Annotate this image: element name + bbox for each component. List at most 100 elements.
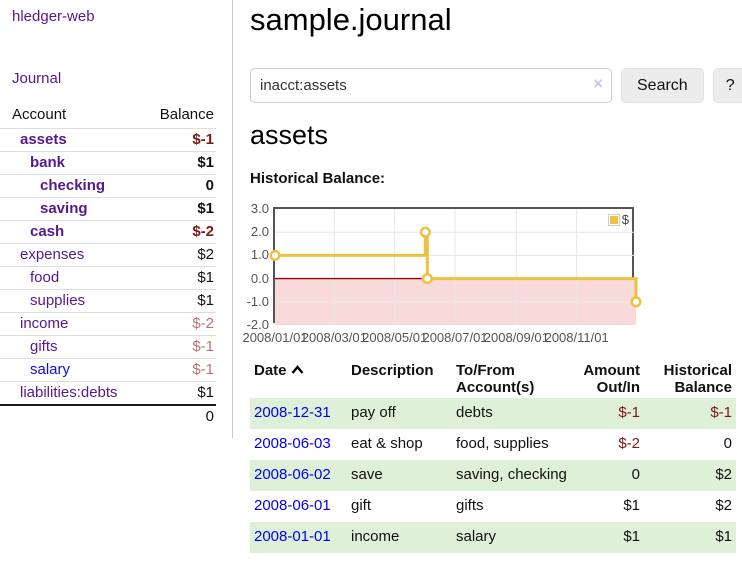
account-row: liabilities:debts $1 (0, 381, 216, 406)
x-tick-label: 2008/05/01 (362, 330, 428, 345)
transaction-description: gift (351, 497, 372, 514)
register-header-tofrom: To/From Account(s) (456, 362, 535, 396)
account-row: cash $-2 (0, 220, 216, 244)
y-tick-label: -2.0 (246, 317, 269, 332)
transaction-accounts: debts (452, 398, 576, 429)
chart-legend: $ (607, 212, 629, 227)
transaction-balance: $1 (644, 522, 736, 553)
transaction-accounts: saving, checking (452, 460, 576, 491)
account-link[interactable]: bank (30, 154, 66, 171)
account-row: bank $1 (0, 151, 216, 175)
y-tick-label: 3.0 (250, 201, 269, 216)
account-balance: $-1 (192, 131, 214, 148)
y-tick-label: -1.0 (246, 293, 269, 309)
transaction-balance: 0 (723, 435, 732, 452)
transaction-balance: $2 (715, 497, 732, 514)
transaction-balance: $-1 (644, 398, 736, 429)
chart-canvas (269, 209, 642, 325)
account-balance: $1 (197, 154, 214, 171)
table-row: 2008-06-03 eat & shop food, supplies $-2 0 (250, 429, 736, 460)
register-header-date[interactable]: Date (250, 360, 347, 398)
account-row: expenses $2 (0, 243, 216, 267)
account-link[interactable]: assets (20, 131, 67, 148)
account-row: supplies $1 (0, 289, 216, 313)
page-title: sample.journal (250, 2, 452, 37)
account-link[interactable]: income (20, 315, 69, 332)
account-link[interactable]: supplies (30, 292, 86, 309)
table-row: 2008-06-01 gift gifts $1 $2 (250, 491, 736, 522)
account-heading: assets (250, 120, 329, 150)
transaction-description: save (347, 460, 452, 491)
clear-search-icon[interactable]: × (593, 74, 603, 93)
account-row: saving $1 (0, 197, 216, 221)
account-balance: $-1 (192, 361, 214, 378)
account-row: assets $-1 (0, 128, 216, 152)
register-header-historical: Historical Balance (663, 362, 732, 396)
register-table: Date Description To/From Account(s) Amount Ou… (250, 360, 736, 553)
transaction-accounts: gifts (456, 497, 484, 514)
accounts-total-value: 0 (205, 408, 214, 425)
account-row: checking 0 (0, 174, 216, 198)
account-link[interactable]: saving (40, 200, 88, 217)
account-link[interactable]: food (30, 269, 60, 286)
account-balance: $1 (197, 292, 214, 309)
search-button[interactable]: Search (621, 68, 704, 103)
register-header-description: Description (351, 362, 434, 379)
account-balance: $1 (197, 200, 214, 217)
legend-label: $ (621, 212, 629, 227)
account-link[interactable]: expenses (20, 246, 85, 263)
transaction-date-link[interactable]: 2008-06-02 (254, 466, 331, 483)
account-row: food $1 (0, 266, 216, 290)
account-link[interactable]: liabilities:debts (20, 384, 118, 401)
transaction-amount: $1 (576, 522, 644, 553)
transaction-description: eat & shop (351, 435, 423, 452)
account-row: income $-2 (0, 312, 216, 336)
account-balance: $-1 (192, 338, 214, 355)
help-button[interactable]: ? (712, 68, 742, 103)
x-tick-label: 2008/09/01 (483, 330, 549, 345)
sidebar-item-journal[interactable]: Journal (12, 70, 62, 87)
account-balance: 0 (205, 177, 214, 194)
legend-swatch-icon (607, 213, 620, 226)
transaction-balance: $2 (644, 460, 736, 491)
accounts-header-account: Account (12, 106, 67, 123)
transaction-date-link[interactable]: 2008-06-01 (254, 497, 331, 514)
transaction-amount: 0 (576, 460, 644, 491)
transaction-date-link[interactable]: 2008-12-31 (254, 404, 331, 421)
accounts-total-row: 0 (0, 405, 216, 428)
sort-ascending-icon (291, 365, 303, 374)
transaction-date-link[interactable]: 2008-06-03 (254, 435, 331, 452)
account-link[interactable]: cash (30, 223, 65, 240)
search-form: × Search ? (250, 68, 742, 103)
x-tick-label: 2008/01/01 (242, 330, 308, 345)
account-link[interactable]: gifts (30, 338, 58, 355)
accounts-table: Account Balance assets $-1 bank $1 checking 0… (0, 103, 216, 428)
transaction-accounts: food, supplies (456, 435, 549, 452)
x-tick-label: 2008/03/01 (301, 330, 367, 345)
transaction-amount: $-2 (618, 435, 640, 452)
account-balance: $1 (197, 269, 214, 286)
y-tick-label: 0.0 (250, 270, 269, 286)
data-point-marker (630, 296, 642, 308)
search-input[interactable] (250, 68, 612, 103)
transaction-accounts: salary (452, 522, 576, 553)
transaction-date-link[interactable]: 2008-01-01 (254, 528, 331, 545)
account-balance: $1 (197, 384, 214, 401)
table-row: 2008-06-02 save saving, checking 0 $2 (250, 460, 736, 491)
data-point-marker (419, 226, 431, 238)
chart-plot-area: $ 3.0 2.0 1.0 0.0 -1.0 -2.0 2008/01/01 2008/03/… (242, 201, 642, 345)
register-header-amount: Amount Out/In (583, 362, 640, 396)
y-tick-label: 2.0 (250, 224, 269, 240)
account-link[interactable]: salary (30, 361, 71, 378)
transaction-description: pay off (347, 398, 452, 429)
account-link[interactable]: checking (40, 177, 106, 194)
x-tick-label: 2008/11/01 (544, 330, 609, 345)
account-row: gifts $-1 (0, 335, 216, 359)
app-title-link[interactable]: hledger-web (12, 8, 95, 25)
data-point-marker (421, 273, 433, 285)
historical-balance-chart: $ 3.0 2.0 1.0 0.0 -1.0 -2.0 2008/01/01 2008/03/… (242, 201, 642, 345)
y-tick-label: 1.0 (250, 247, 269, 263)
table-row: 2008-12-31 pay off debts $-1 $-1 (250, 398, 736, 429)
main-content: sample.journal × Search ? assets Histori… (242, 0, 742, 582)
